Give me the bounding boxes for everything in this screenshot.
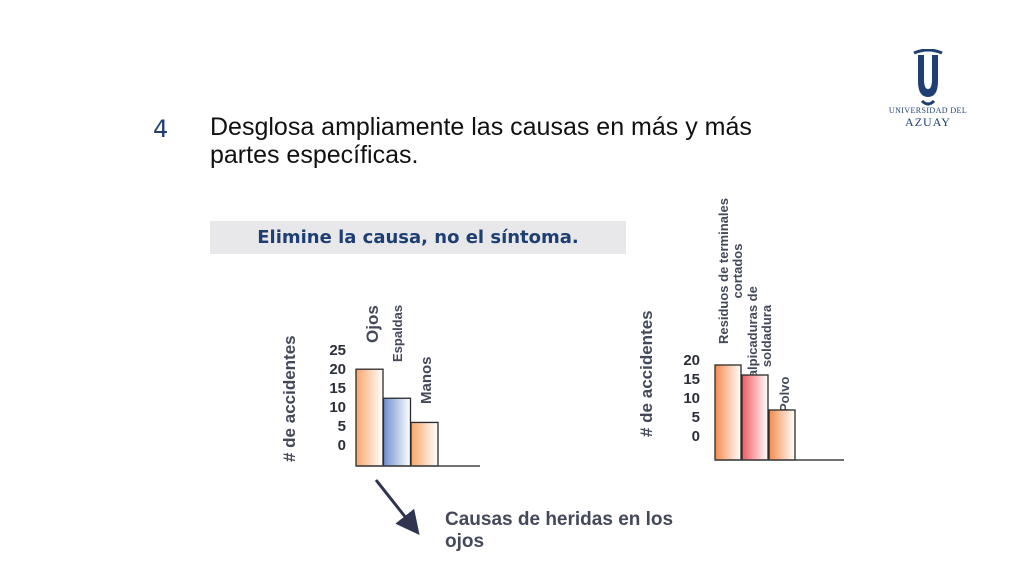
arrow-down-right-icon xyxy=(374,479,420,536)
banner: Elimine la causa, no el síntoma. xyxy=(210,221,626,254)
chart1-bars xyxy=(355,368,480,467)
chart2-ytick: 20 xyxy=(683,352,700,369)
logo-text-line1: UNIVERSIDAD DEL xyxy=(888,106,968,115)
chart1-yticks: 25 20 15 10 5 0 xyxy=(318,341,346,455)
chart1-bar xyxy=(355,368,384,467)
chart1-bar xyxy=(410,421,439,467)
caption: Causas de heridas en los ojos xyxy=(445,509,674,552)
chart2-ylabel: # de accidentes xyxy=(637,310,656,437)
chart2-bar xyxy=(714,364,742,461)
chart2-ytick: 15 xyxy=(683,371,700,388)
chart1-ytick: 20 xyxy=(329,361,346,378)
chart1-ylabel: # de accidentes xyxy=(280,335,299,462)
chart2-ytick: 5 xyxy=(691,409,700,426)
chart2-ytick: 0 xyxy=(691,428,700,445)
slide-heading: Desglosa ampliamente las causas en más y… xyxy=(210,113,752,169)
university-emblem-icon xyxy=(913,48,943,106)
step-number: 4 xyxy=(153,115,169,143)
chart1-ytick: 15 xyxy=(329,380,346,397)
chart1-ytick: 0 xyxy=(337,437,346,454)
chart1-ytick: 5 xyxy=(337,418,346,435)
chart2-bar xyxy=(768,409,796,461)
chart1-ytick: 10 xyxy=(329,399,346,416)
logo-text-line2: AZUAY xyxy=(905,115,951,129)
chart2-ytick: 10 xyxy=(683,390,700,407)
university-logo: UNIVERSIDAD DEL AZUAY xyxy=(884,48,972,133)
chart2-yticks: 20 15 10 5 0 xyxy=(672,351,700,446)
chart1-ytick: 25 xyxy=(329,342,346,359)
chart1-bar xyxy=(382,397,412,467)
chart2-bars xyxy=(714,364,844,461)
chart2-bar xyxy=(741,374,769,461)
